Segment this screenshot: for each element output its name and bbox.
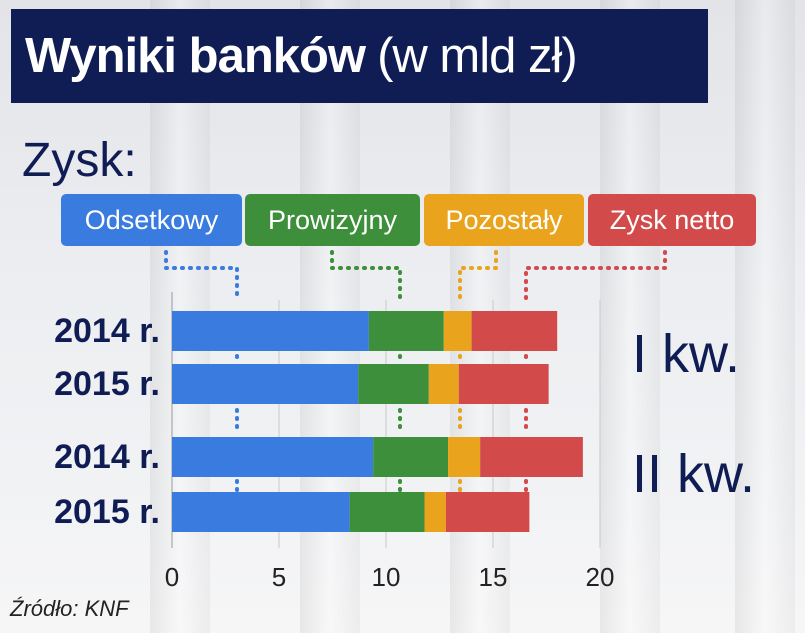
legend-pozostaly: Pozostały xyxy=(424,194,584,246)
bar-segment xyxy=(448,437,481,477)
bar-segment xyxy=(373,437,449,477)
background-column xyxy=(600,0,660,633)
bar-segment xyxy=(480,437,583,477)
leader-line xyxy=(330,250,402,302)
x-tick-label: 20 xyxy=(586,562,615,592)
bar-segment xyxy=(445,492,530,532)
x-tick-label: 5 xyxy=(272,562,286,592)
bar-segment xyxy=(424,492,446,532)
category-label: 2014 r. xyxy=(54,312,160,350)
category-label: 2015 r. xyxy=(54,365,160,403)
title-bold: Wyniki banków xyxy=(25,29,366,83)
group-label: I kw. xyxy=(632,324,740,384)
bar-segment xyxy=(428,364,459,404)
category-label: 2015 r. xyxy=(54,493,160,531)
legend-prowizyjny: Prowizyjny xyxy=(245,194,420,246)
group-label: II kw. xyxy=(632,444,755,504)
bar-segment xyxy=(172,311,369,351)
x-tick-label: 15 xyxy=(479,562,508,592)
subheading: Zysk: xyxy=(22,134,137,187)
title-unit: (w mld zł) xyxy=(377,29,578,83)
bar-segment xyxy=(471,311,558,351)
bar-segment xyxy=(458,364,549,404)
bar-segment xyxy=(172,364,359,404)
legend-odsetkowy: Odsetkowy xyxy=(61,194,242,246)
x-tick-label: 10 xyxy=(372,562,401,592)
leader-line xyxy=(524,250,667,302)
bar-segment xyxy=(443,311,472,351)
legend-zysk-netto: Zysk netto xyxy=(588,194,756,246)
background-column xyxy=(735,0,795,633)
bar-segment xyxy=(358,364,429,404)
title-banner: Wyniki banków (w mld zł) xyxy=(11,9,708,103)
bar-segment xyxy=(368,311,444,351)
bar-segment xyxy=(172,492,350,532)
category-label: 2014 r. xyxy=(54,438,160,476)
source-note: Źródło: KNF xyxy=(10,596,129,621)
bar-segment xyxy=(349,492,425,532)
bar-segment xyxy=(172,437,374,477)
leader-line xyxy=(164,250,239,302)
x-tick-label: 0 xyxy=(165,562,179,592)
leader-line xyxy=(458,250,498,302)
